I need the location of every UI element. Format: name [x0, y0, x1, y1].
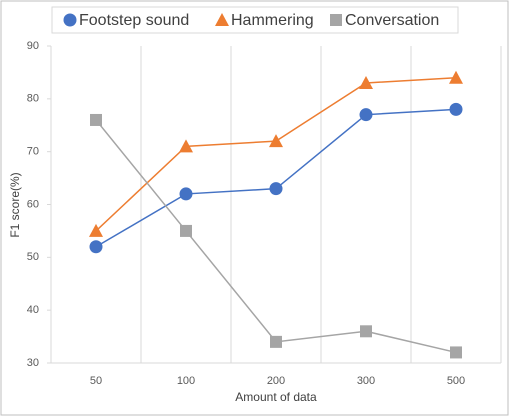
- legend-marker: [215, 13, 229, 26]
- y-tick-label: 70: [27, 146, 39, 158]
- data-point: [89, 240, 103, 254]
- data-point: [359, 75, 373, 89]
- data-point: [179, 139, 193, 153]
- data-point: [360, 325, 372, 338]
- x-tick-label: 200: [267, 375, 285, 387]
- x-axis-title: Amount of data: [235, 390, 317, 404]
- data-point: [90, 113, 102, 126]
- data-point: [180, 224, 192, 237]
- x-tick-label: 100: [177, 375, 195, 387]
- data-point: [450, 346, 462, 359]
- data-point: [359, 108, 373, 122]
- data-point: [449, 70, 463, 84]
- legend-marker: [63, 13, 77, 27]
- y-tick-label: 80: [27, 93, 39, 105]
- data-point: [179, 187, 193, 201]
- legend-label: Hammering: [231, 12, 314, 29]
- data-point: [89, 223, 103, 237]
- x-tick-label: 50: [90, 375, 102, 387]
- y-tick-label: 90: [27, 40, 39, 52]
- y-tick-label: 50: [27, 251, 39, 263]
- x-tick-label: 300: [357, 375, 375, 387]
- legend-label: Conversation: [345, 12, 439, 29]
- y-axis-title: F1 score(%): [8, 172, 22, 237]
- data-point: [449, 102, 463, 116]
- y-tick-label: 40: [27, 304, 39, 316]
- data-point: [270, 335, 282, 348]
- legend-label: Footstep sound: [79, 12, 189, 29]
- data-point: [269, 134, 283, 148]
- y-tick-label: 30: [27, 357, 39, 369]
- legend-box: [51, 6, 459, 34]
- x-tick-label: 500: [447, 375, 465, 387]
- legend-marker: [330, 14, 342, 26]
- data-point: [269, 182, 283, 196]
- y-tick-label: 60: [27, 198, 39, 210]
